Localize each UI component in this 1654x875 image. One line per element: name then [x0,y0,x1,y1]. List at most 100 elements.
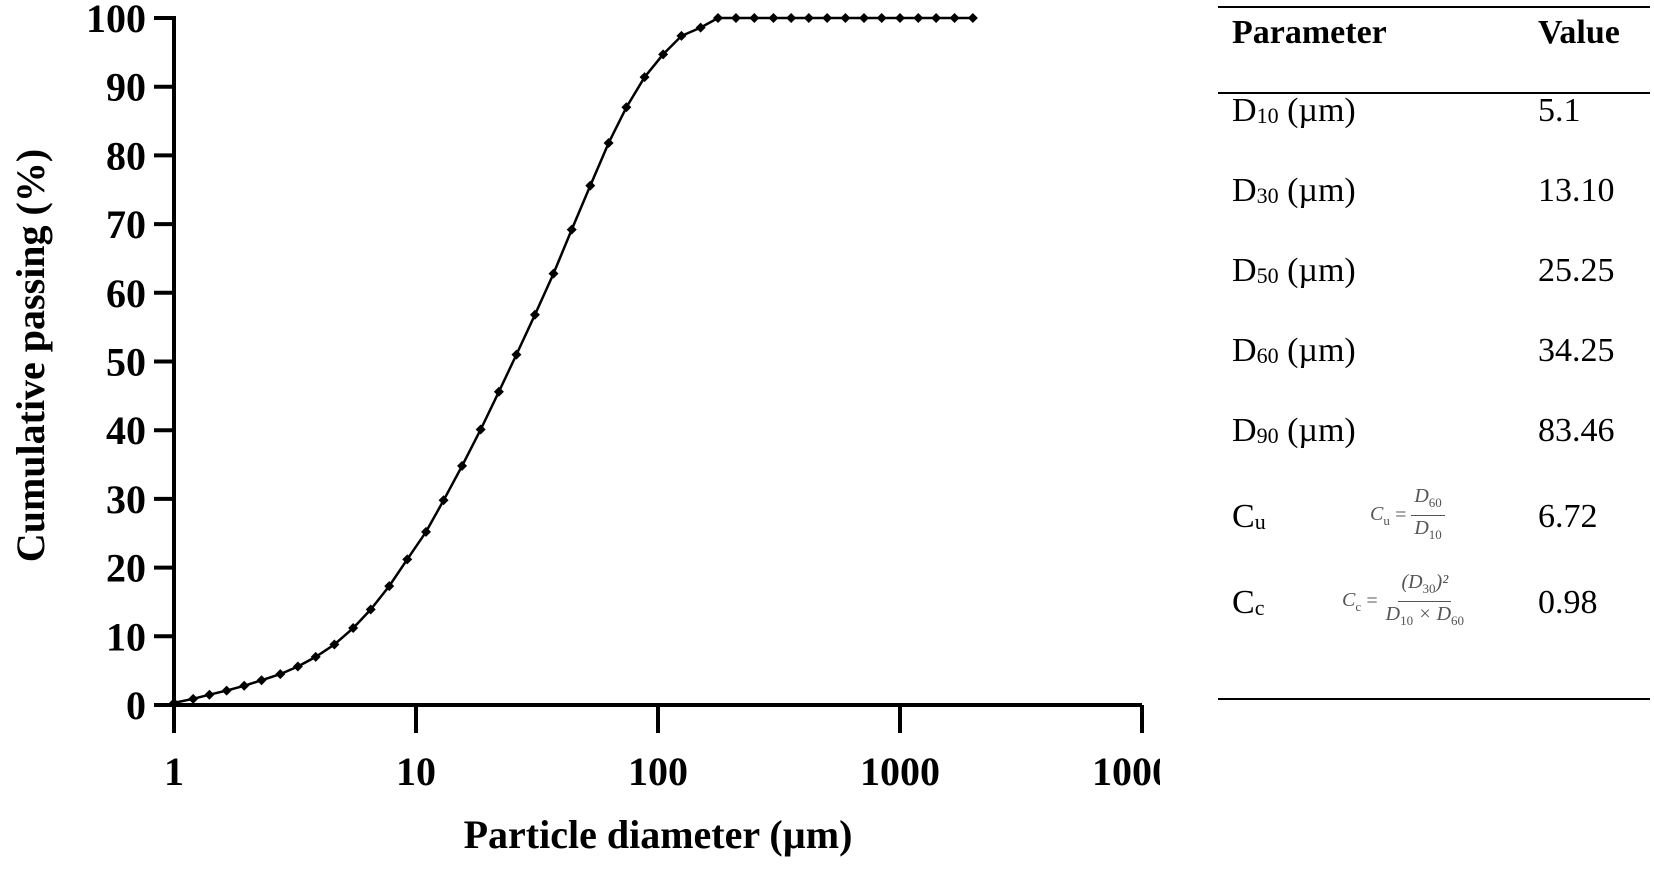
param-d10: D10 (µm) [1232,92,1356,130]
data-point [639,72,650,83]
param-unit: (µm) [1278,92,1356,129]
formula-eq: = [1393,504,1408,526]
y-tick-label: 40 [106,408,146,453]
value-cc: 0.98 [1538,584,1598,621]
value-d50: 25.25 [1538,252,1615,289]
cc-formula: Cc = (D30)² D10 × D60 [1342,570,1467,633]
formula-lhs: Cu [1370,502,1390,528]
param-d60: D60 (µm) [1232,332,1356,370]
data-point [529,309,540,320]
data-point [511,349,522,360]
y-tick-label: 50 [106,340,146,385]
data-point [749,13,760,23]
x-tick-label: 1000 [860,749,940,794]
data-point [421,526,432,537]
data-point [803,13,814,23]
x-tick-label: 10000 [1092,749,1160,794]
x-axis-title: Particle diameter (µm) [464,812,853,857]
table-row-d60: D60 (µm) 34.25 [1218,332,1650,392]
header-parameter: Parameter [1232,14,1387,51]
data-point [402,554,413,565]
param-sub: 10 [1256,103,1279,128]
param-symbol: D [1232,412,1257,449]
data-point [292,661,303,672]
param-sub: 90 [1256,423,1279,448]
param-unit: (µm) [1278,332,1356,369]
data-point [493,386,504,397]
formula-fraction: (D30)² D10 × D60 [1385,571,1465,628]
param-sub: u [1254,509,1266,534]
data-point [713,13,724,23]
data-point [585,180,596,191]
y-tick-label: 60 [106,271,146,316]
data-point [621,102,632,113]
x-tick-label: 100 [628,749,688,794]
table-row-cu: Cu Cu = D60 D10 6.72 [1218,485,1650,558]
data-point [786,13,797,23]
param-d90: D90 (µm) [1232,412,1356,450]
data-point [840,13,851,23]
header-value: Value [1538,14,1620,51]
y-axis-title: Cumulative passing (%) [8,149,53,562]
data-point [876,13,887,23]
y-tick-label: 70 [106,202,146,247]
data-point [188,693,199,704]
formula-fraction: D60 D10 [1411,484,1445,547]
data-point [768,13,779,23]
table-row-d30: D30 (µm) 13.10 [1218,172,1650,232]
y-tick-label: 10 [106,614,146,659]
data-point [457,460,468,471]
param-symbol: C [1232,498,1255,535]
value-d10: 5.1 [1538,92,1581,129]
param-cu: Cu [1232,498,1266,536]
param-cc: Cc [1232,584,1264,622]
table-bottom-rule [1218,698,1650,700]
param-symbol: D [1232,172,1257,209]
param-symbol: D [1232,92,1257,129]
data-point [859,13,870,23]
y-tick-label: 90 [106,65,146,110]
data-point [895,13,905,23]
data-point [365,604,376,615]
y-ticks: 0 10 20 30 40 50 60 70 80 90 100 [86,0,174,728]
data-point [967,13,978,23]
param-sub: 50 [1256,263,1279,288]
data-point [204,689,215,700]
data-point [256,675,267,686]
value-cu: 6.72 [1538,498,1598,535]
param-d50: D50 (µm) [1232,252,1356,290]
param-symbol: D [1232,332,1257,369]
data-point [603,138,614,149]
table-row-d50: D50 (µm) 25.25 [1218,252,1650,312]
series-group [169,13,978,708]
x-tick-label: 10 [396,749,436,794]
data-point [695,22,706,33]
value-d90: 83.46 [1538,412,1615,449]
cu-formula: Cu = D60 D10 [1370,484,1445,547]
value-d60: 34.25 [1538,332,1615,369]
param-symbol: C [1232,584,1255,621]
data-point [730,13,741,23]
data-point [329,639,340,650]
data-point [438,495,449,506]
y-tick-label: 80 [106,133,146,178]
table-row-d10: D10 (µm) 5.1 [1218,92,1650,152]
data-point [310,651,321,662]
data-point [548,268,559,279]
value-d30: 13.10 [1538,172,1615,209]
y-tick-label: 30 [106,477,146,522]
data-point [566,224,577,235]
table-header-rule [1218,92,1650,94]
formula-lhs: Cc [1342,588,1362,614]
series-line [173,16,973,705]
table-top-rule [1218,6,1650,8]
y-tick-label: 100 [86,0,146,41]
param-unit: (µm) [1278,412,1356,449]
data-point [475,424,486,435]
table-row-cc: Cc Cc = (D30)² D10 × D60 0.98 [1218,571,1650,644]
y-tick-label: 20 [106,546,146,591]
param-sub: c [1254,595,1265,620]
data-point [221,685,232,696]
data-point [913,13,924,23]
